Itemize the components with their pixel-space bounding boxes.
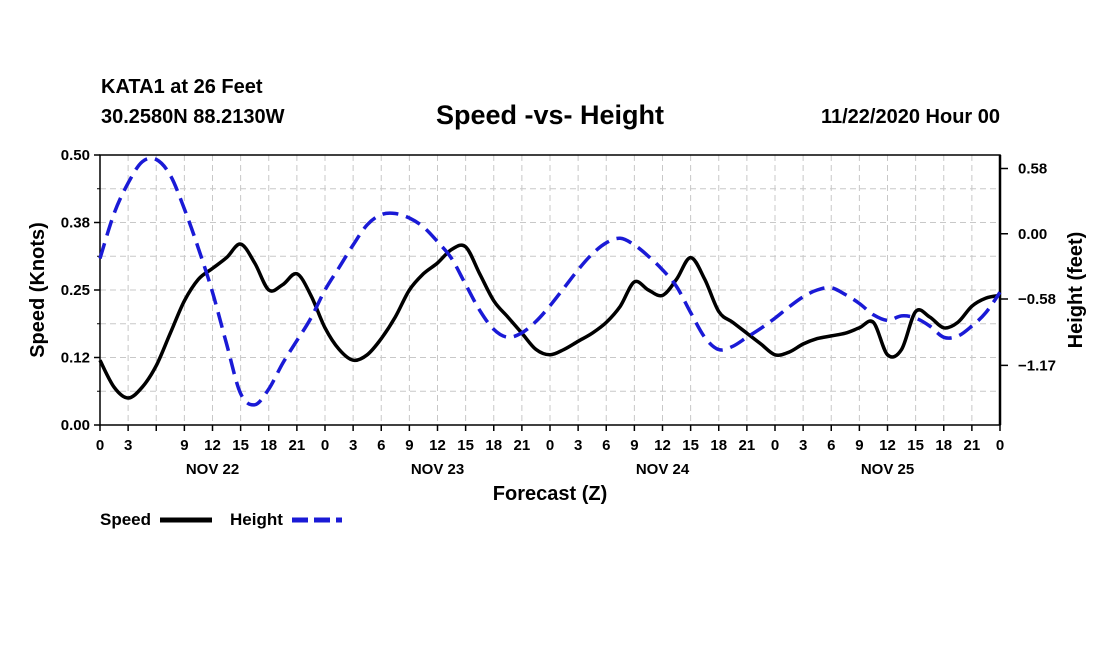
y-tick-label: 0.25 (61, 282, 90, 299)
x-tick-label: 12 (654, 437, 671, 454)
x-tick-label: 18 (935, 437, 952, 454)
x-tick-label: 15 (682, 437, 699, 454)
y-tick-label: 0.00 (61, 417, 90, 434)
y-tick-label: 0.50 (61, 147, 90, 164)
x-tick-label: 12 (204, 437, 221, 454)
day-label: NOV 25 (861, 461, 914, 478)
day-label: NOV 23 (411, 461, 464, 478)
station-coordinates: 30.2580N 88.2130W (101, 106, 285, 128)
x-tick-label: 12 (429, 437, 446, 454)
x-tick-label: 18 (485, 437, 502, 454)
x-tick-label: 3 (799, 437, 807, 454)
x-tick-label: 9 (180, 437, 188, 454)
height-series-line (98, 156, 1002, 407)
x-tick-label: 21 (964, 437, 981, 454)
x-tick-label: 0 (321, 437, 329, 454)
x-tick-label: 0 (771, 437, 779, 454)
x-tick-label: 9 (405, 437, 413, 454)
x-tick-label: 0 (546, 437, 554, 454)
x-tick-label: 3 (124, 437, 132, 454)
x-tick-label: 6 (602, 437, 610, 454)
legend-label-height: Height (230, 510, 283, 529)
x-tick-label: 15 (457, 437, 474, 454)
y-right-tick-label: 0.00 (1018, 226, 1047, 243)
x-tick-label: 18 (710, 437, 727, 454)
x-tick-label: 3 (574, 437, 582, 454)
y-right-tick-label: −0.58 (1018, 291, 1056, 308)
y-axis-label: Speed (Knots) (27, 222, 49, 358)
x-tick-label: 9 (855, 437, 863, 454)
x-tick-label: 21 (514, 437, 531, 454)
x-tick-label: 15 (907, 437, 924, 454)
x-tick-label: 12 (879, 437, 896, 454)
x-tick-label: 3 (349, 437, 357, 454)
legend-label-speed: Speed (100, 510, 151, 529)
day-label: NOV 22 (186, 461, 239, 478)
day-label: NOV 24 (636, 461, 690, 478)
x-tick-label: 6 (827, 437, 835, 454)
speed-series-line (98, 242, 1001, 400)
x-axis-label: Forecast (Z) (493, 483, 607, 505)
x-tick-label: 0 (996, 437, 1004, 454)
forecast-date: 11/22/2020 Hour 00 (820, 106, 1000, 128)
x-tick-label: 15 (232, 437, 249, 454)
x-tick-label: 21 (739, 437, 756, 454)
y-tick-label: 0.12 (61, 350, 90, 367)
x-tick-label: 6 (377, 437, 385, 454)
chart-title: Speed -vs- Height (435, 100, 665, 130)
x-tick-label: 18 (260, 437, 277, 454)
x-tick-label: 9 (630, 437, 638, 454)
x-tick-label: 21 (289, 437, 306, 454)
station-label: KATA1 at 26 Feet (101, 76, 263, 98)
x-tick-label: 0 (96, 437, 104, 454)
y-right-tick-label: −1.17 (1018, 357, 1056, 374)
y-right-tick-label: 0.58 (1018, 161, 1047, 178)
y-tick-label: 0.38 (61, 215, 90, 232)
y-right-axis-label: Height (feet) (1065, 232, 1087, 349)
